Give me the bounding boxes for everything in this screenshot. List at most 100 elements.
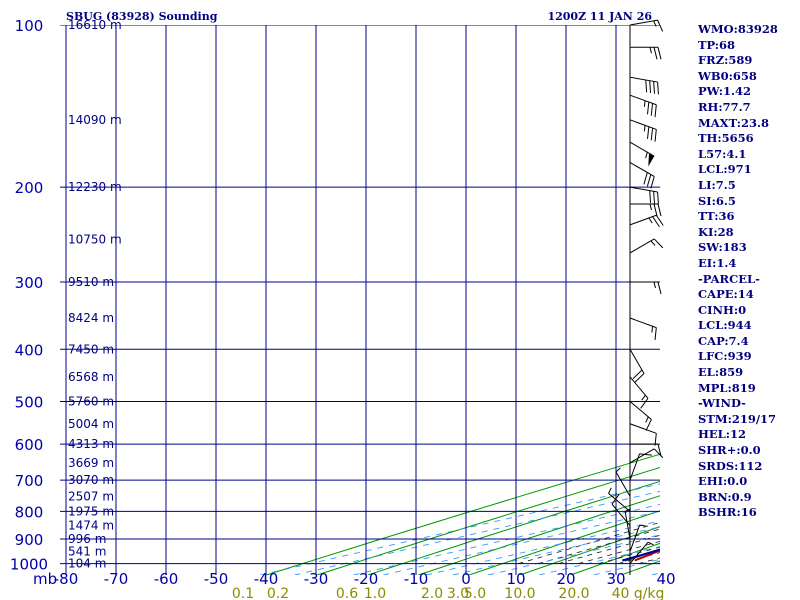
index-item: WB0:658 [698,68,757,83]
wind-barb-flag [654,104,657,118]
wind-barb-half-flag [650,240,656,246]
index-item: TH:5656 [698,131,754,146]
temperature-tick-label: -60 [154,570,179,588]
wind-barb-flag [653,81,656,94]
temperature-tick-label: -80 [54,570,79,588]
wind-barb-flag [654,327,657,340]
temperature-tick-label: -20 [354,570,379,588]
wind-barb-flag [649,80,652,94]
height-label: 6568 m [68,370,114,384]
pressure-tick-label: 800 [15,503,44,521]
wind-barb [629,453,652,481]
wind-barb-flag [643,172,648,185]
index-item: EHI:0.0 [698,474,748,489]
pressure-tick-label: 200 [15,179,44,197]
wind-barb-shaft [629,453,641,481]
wind-barb [629,376,649,409]
index-item: EI:1.4 [698,255,737,270]
wind-barb-shaft [629,76,658,83]
wind-barb-shaft [629,541,649,564]
wind-barb-half-flag [651,326,654,333]
wind-barb-flag [645,419,652,431]
wind-barb [629,162,655,189]
dry-adiabat-line [367,480,660,575]
wind-barb-shaft [629,423,657,434]
index-item: SHR+:0.0 [698,443,761,458]
wind-barb-flag [649,190,652,203]
height-label: 12230 m [68,180,122,194]
index-item: HEL:12 [698,427,746,442]
wind-barb-half-flag [645,416,649,423]
dry-adiabat-line [266,453,660,575]
wind-barb-flag [647,126,650,140]
wind-barb-flag [650,127,654,141]
index-item: FRZ:589 [698,53,753,68]
index-item: KI:28 [698,224,734,239]
wind-barb-half-flag [643,100,646,107]
wind-barb-half-flag [648,217,653,224]
temperature-tick-label: 10 [506,570,525,588]
wind-barb-flag [657,191,659,205]
wind-barb [629,141,655,167]
height-label: 104 m [68,557,106,571]
pressure-tick-label: 300 [15,274,44,292]
wind-barb [629,349,645,383]
wind-barb [608,487,631,512]
index-item: MAXT:23.8 [698,115,769,130]
mixing-ratio-line [487,534,660,575]
wind-barb-flag [653,47,658,60]
temperature-tick-label: -10 [404,570,429,588]
height-label: 4313 m [68,437,114,451]
wind-barb-flag [653,191,656,204]
pressure-tick-label: 500 [15,393,44,411]
wind-barb-half-flag [624,508,631,512]
height-label: 5004 m [68,417,114,431]
index-item: -PARCEL- [698,271,760,286]
chart-title: SBUG (83928) Sounding [66,10,218,23]
temperature-tick-label: 40 [656,570,675,588]
wind-barb-shaft [629,162,655,177]
wind-barb-flag [657,19,664,32]
pressure-tick-label: 1000 [10,556,48,574]
wind-barb-shaft [608,493,631,512]
wind-barb-half-flag [647,541,654,546]
wind-barb-shaft [629,525,641,552]
pressure-tick-label: 400 [15,341,44,359]
index-item: BRN:0.9 [698,489,752,504]
wind-barb-half-flag [653,20,657,27]
wind-barb-flag [657,82,659,95]
dry-adiabat-line [316,466,660,575]
wind-barb [630,46,662,60]
height-label: 2507 m [68,489,114,503]
wind-barb-flag [647,101,650,115]
mixing-ratio-label: 10.0 [504,586,535,600]
dry-adiabat-line [469,510,660,575]
mixing-ratio-line [452,526,660,575]
index-item: BSHR:16 [698,505,757,520]
wind-barb-flag [632,369,643,380]
wind-barb [629,541,654,564]
wind-barb-shaft [629,119,657,130]
wind-barb-half-flag [608,487,612,494]
index-item: CAP:7.4 [698,333,749,348]
index-item: TP:68 [698,37,736,52]
wind-barb-flag [654,129,657,142]
pressure-tick-label: 700 [15,472,44,490]
chart-time: 1200Z 11 JAN 26 [547,10,652,23]
index-item: CINH:0 [698,302,747,317]
index-item: PW:1.42 [698,84,752,99]
wind-barb [630,281,662,295]
wind-barb [629,214,664,228]
index-item: LFC:939 [698,349,752,364]
index-item: SI:6.5 [698,193,736,208]
wind-barb [630,443,662,457]
index-item: TT:36 [698,209,735,224]
wind-barb-half-flag [639,524,646,527]
wind-barb-shaft [624,511,631,540]
index-item: -WIND- [698,396,746,411]
mixing-ratio-line [353,503,660,575]
wind-barb [629,94,657,118]
index-item: LI:7.5 [698,177,736,192]
pressure-tick-label: 600 [15,436,44,454]
